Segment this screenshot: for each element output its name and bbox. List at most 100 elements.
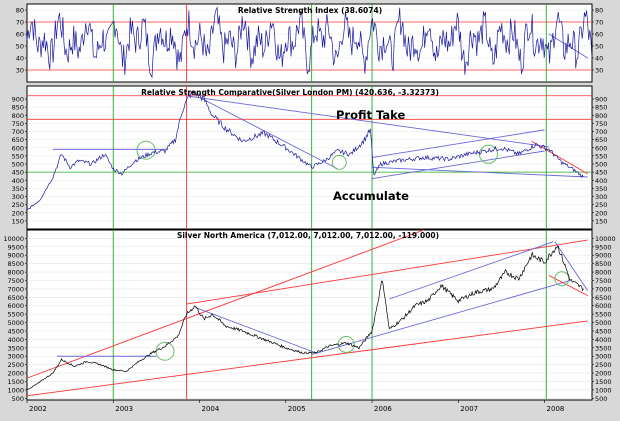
y-tick-label-left: 3500 [7,344,24,352]
rsc-channel-lower [371,150,545,180]
y-tick-label-left: 9500 [7,243,24,251]
y-tick-label-left: 4500 [7,327,24,335]
y-tick-label-left: 80 [16,7,24,15]
y-tick-label-right: 8000 [595,269,612,277]
y-tick-label-right: 4500 [595,327,612,335]
y-tick-label-left: 5500 [7,311,24,319]
rsc-trendline-mid [199,96,338,170]
y-tick-label-left: 300 [12,193,24,201]
sna-circle [554,271,570,287]
y-tick-label-left: 900 [12,96,24,104]
rsi-series-line [26,6,593,79]
y-tick-label-right: 450 [595,169,607,177]
y-tick-label-right: 400 [595,177,607,185]
y-tick-label-left: 550 [12,152,24,160]
y-tick-label-left: 500 [12,395,24,403]
y-tick-label-right: 600 [595,144,607,152]
y-tick-label-right: 40 [595,55,603,63]
sna-red-channel-top [186,239,588,305]
rsi-title: Relative Strength Index (38.6074) [238,6,382,15]
y-tick-label-left: 450 [12,169,24,177]
sna-panel [26,229,593,401]
y-tick-label-right: 550 [595,152,607,160]
y-tick-label-left: 350 [12,185,24,193]
y-tick-label-left: 8500 [7,260,24,268]
y-tick-label-right: 350 [595,185,607,193]
y-tick-label-left: 1500 [7,378,24,386]
x-tick-label: 2006 [374,405,392,413]
y-tick-label-right: 1500 [595,378,612,386]
sna-downtrend-line [195,307,317,354]
y-tick-label-left: 5000 [7,319,24,327]
y-tick-label-right: 700 [595,128,607,136]
x-tick-label: 2007 [460,405,478,413]
y-tick-label-right: 7000 [595,285,612,293]
sna-breakdown-line [554,241,589,291]
x-tick-label: 2005 [288,405,306,413]
sna-uptrend-upper [389,241,554,300]
y-tick-label-left: 700 [12,128,24,136]
y-tick-label-left: 8000 [7,269,24,277]
y-tick-label-right: 4000 [595,336,612,344]
trendline-layer [26,33,589,397]
x-tick-label: 2004 [202,405,220,413]
sna-red-lower-line [26,320,588,397]
y-tick-label-right: 7500 [595,277,612,285]
y-tick-label-right: 3000 [595,353,612,361]
y-tick-label-left: 600 [12,144,24,152]
sna-title: Silver North America (7,012.00, 7,012.00… [177,231,439,240]
y-tick-label-right: 500 [595,395,607,403]
x-tick-label: 2008 [547,405,565,413]
y-tick-label-left: 2000 [7,370,24,378]
y-tick-label-right: 2500 [595,361,612,369]
y-tick-label-left: 50 [16,43,24,51]
y-tick-label-left: 650 [12,136,24,144]
accumulate-annotation: Accumulate [333,189,409,203]
y-tick-label-left: 30 [16,67,24,75]
y-tick-label-left: 250 [12,201,24,209]
y-tick-label-left: 7500 [7,277,24,285]
y-tick-label-left: 6000 [7,302,24,310]
y-tick-label-right: 8500 [595,260,612,268]
y-tick-label-right: 900 [595,96,607,104]
y-tick-label-left: 70 [16,19,24,27]
series-layer [26,6,593,391]
y-tick-label-right: 60 [595,31,603,39]
y-tick-label-right: 5000 [595,319,612,327]
sna-price-line [27,245,584,391]
y-tick-label-right: 150 [595,217,607,225]
y-tick-label-right: 200 [595,209,607,217]
rsc-support-line [372,166,588,178]
rsc-channel-upper [371,129,545,158]
x-tick-label: 2003 [115,405,133,413]
y-tick-label-right: 1000 [595,386,612,394]
y-tick-label-right: 250 [595,201,607,209]
y-tick-label-left: 9000 [7,252,24,260]
y-tick-label-right: 80 [595,7,603,15]
y-tick-label-right: 50 [595,43,603,51]
y-tick-label-right: 800 [595,112,607,120]
y-tick-label-right: 2000 [595,370,612,378]
sna-red-short-line [548,275,588,297]
y-tick-label-left: 6500 [7,294,24,302]
grid-layer [27,4,592,400]
y-tick-label-left: 60 [16,31,24,39]
y-tick-label-right: 300 [595,193,607,201]
y-tick-label-right: 70 [595,19,603,27]
y-tick-label-left: 2500 [7,361,24,369]
profit-take-annotation: Profit Take [336,108,405,122]
y-tick-label-right: 500 [595,161,607,169]
y-tick-label-left: 150 [12,217,24,225]
y-tick-label-right: 850 [595,104,607,112]
rsc-circle [478,144,498,164]
y-tick-label-right: 6500 [595,294,612,302]
y-tick-label-right: 6000 [595,302,612,310]
y-tick-label-right: 10000 [595,235,616,243]
rsc-panel [26,85,593,230]
y-tick-label-left: 850 [12,104,24,112]
rsc-series-line [26,90,584,211]
y-tick-label-right: 750 [595,120,607,128]
y-tick-label-left: 400 [12,177,24,185]
